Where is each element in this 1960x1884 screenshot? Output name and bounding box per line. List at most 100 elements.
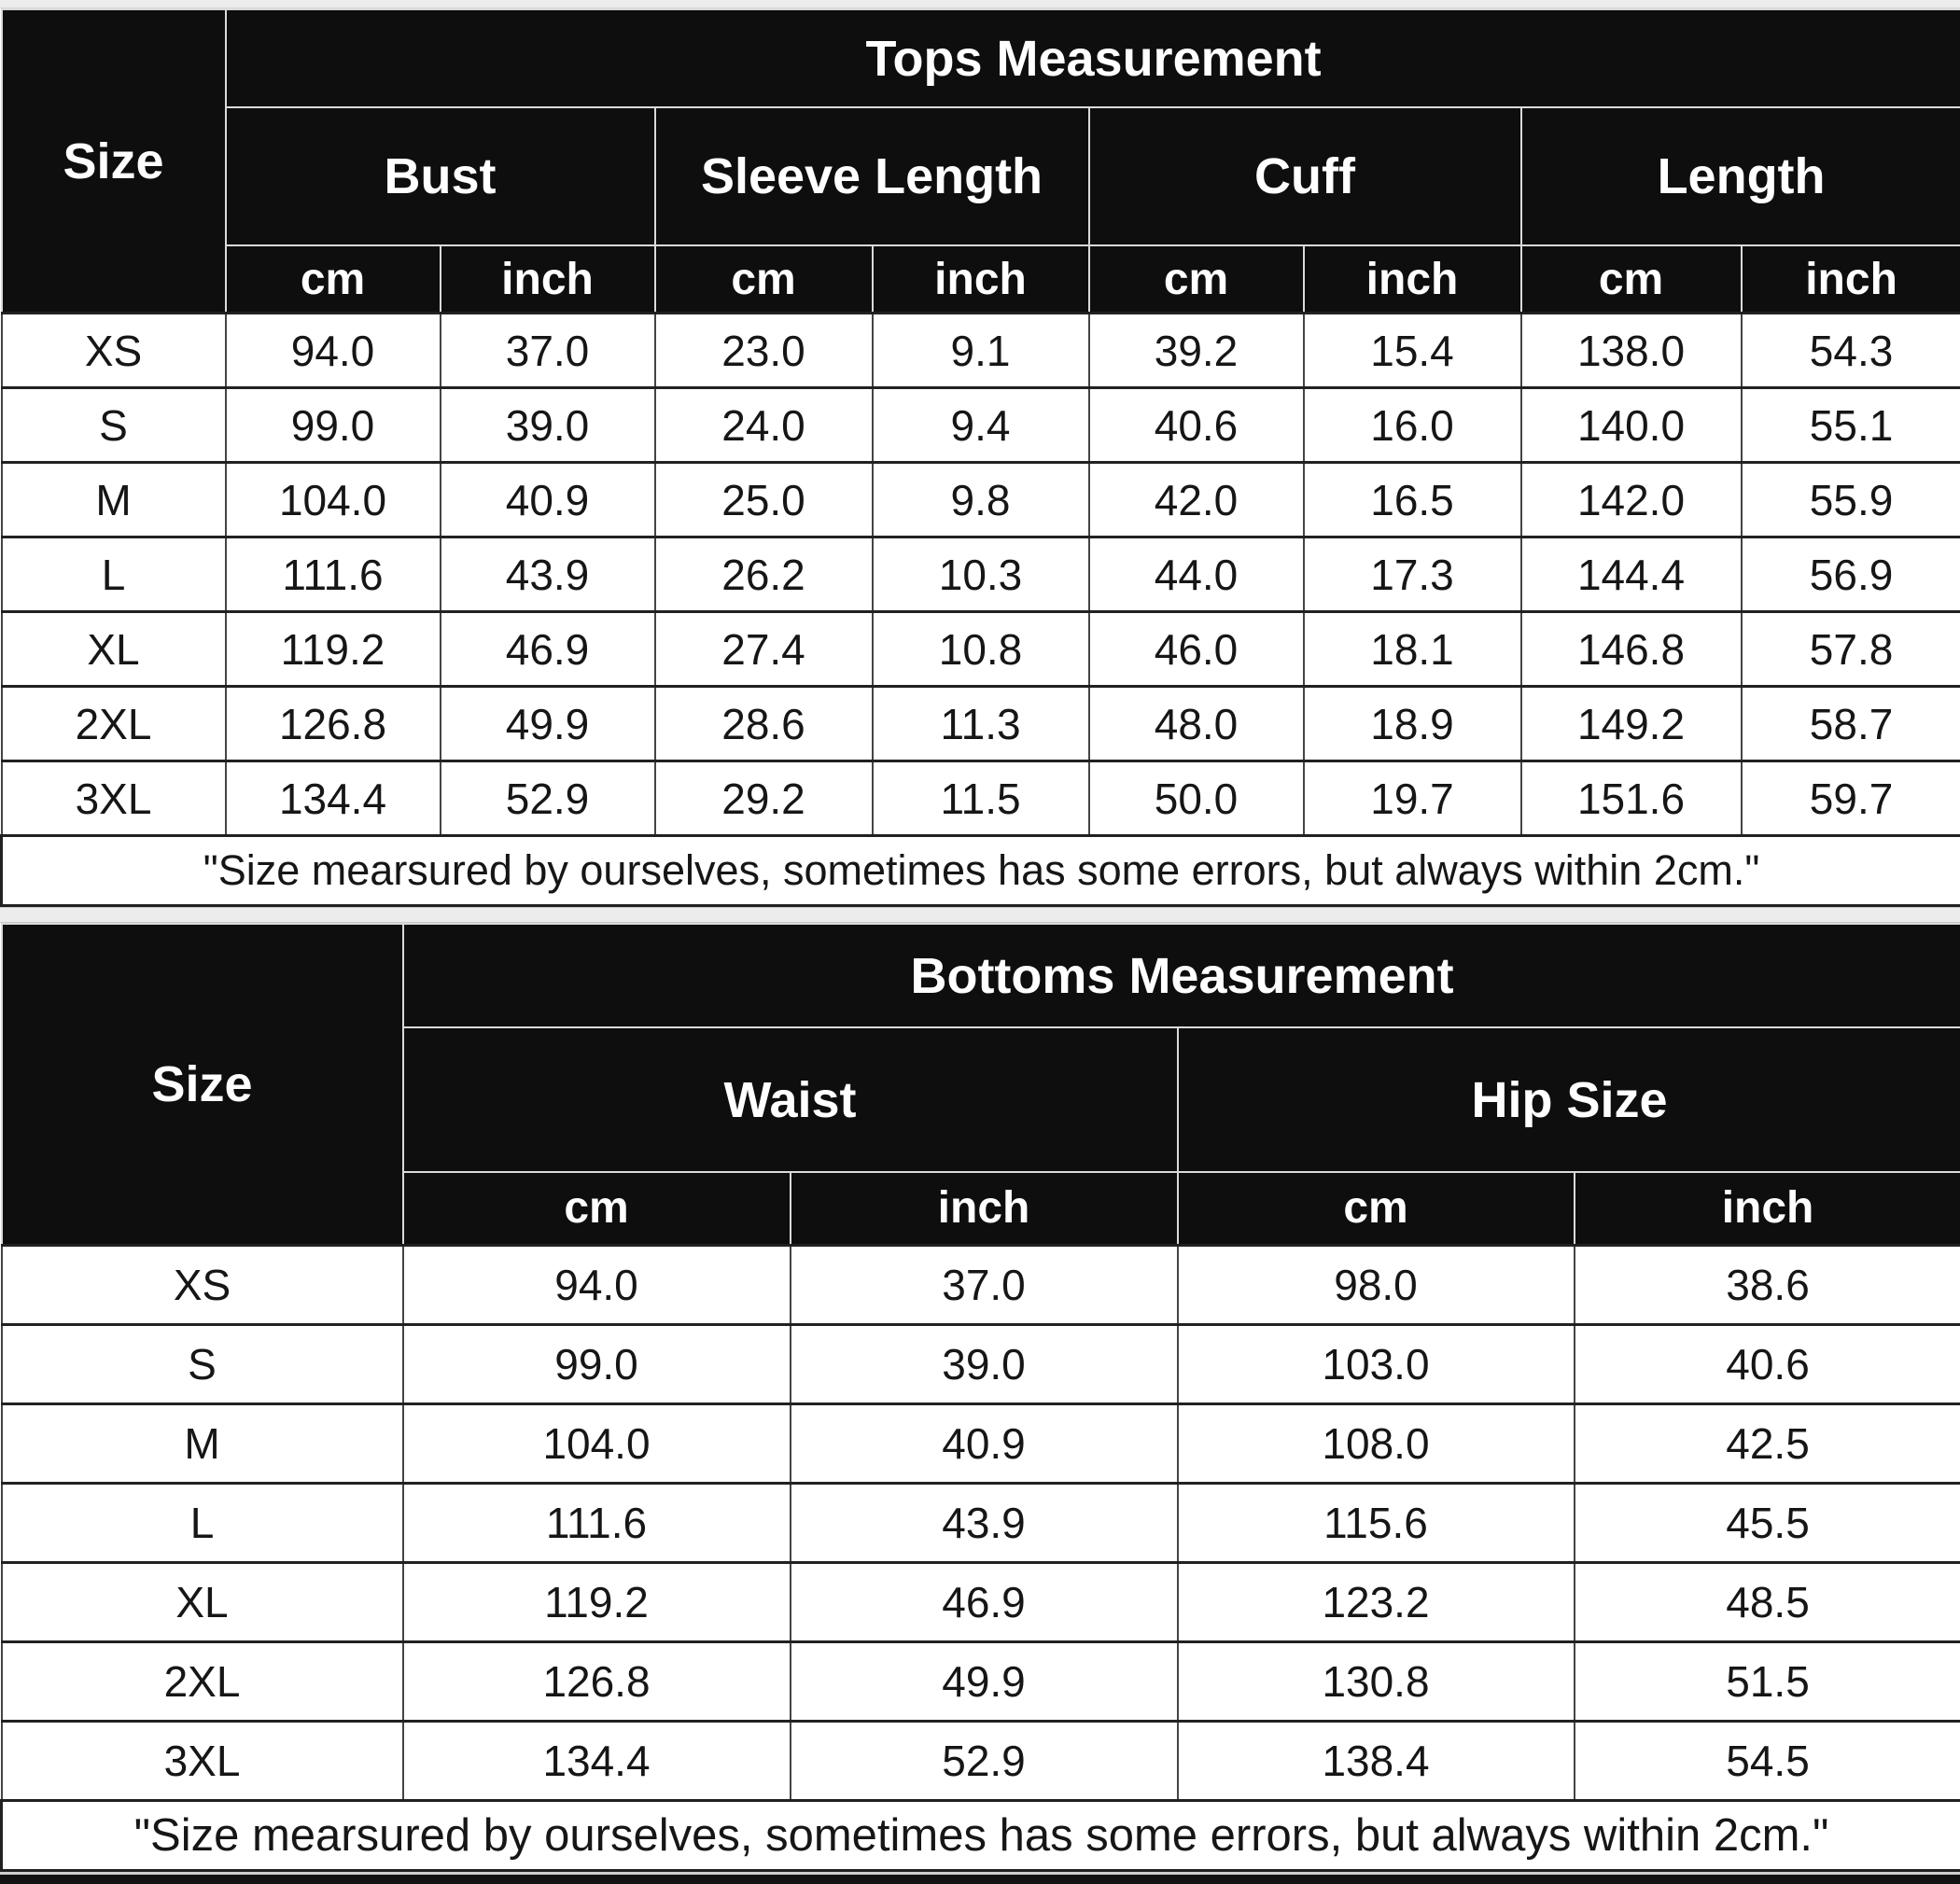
measurement-value-cell: 130.8 [1176,1640,1575,1723]
size-value-cell: L [0,536,227,613]
bottoms-table-body: XS 94.0 37.0 98.0 38.6 S 99.0 39.0 103.0 40.6 M 104… [0,1243,1960,1802]
sleeve-length-header-cell: Sleeve Length [653,106,1090,246]
measurement-value-cell: 40.9 [789,1402,1179,1485]
tops-title-cell: Tops Measurement [224,8,1960,108]
measurement-value-cell: 23.0 [653,312,874,389]
bottoms-title-cell: Bottoms Measurement [401,923,1960,1028]
measurement-value-cell: 52.9 [789,1719,1179,1802]
unit-cell-inch: inch [1573,1171,1960,1246]
measurement-value-cell: 16.5 [1302,461,1522,538]
measurement-value-cell: 40.6 [1087,386,1305,464]
measurement-value-cell: 15.4 [1302,312,1522,389]
measurement-value-cell: 39.2 [1087,312,1305,389]
measurement-value-cell: 55.9 [1740,461,1960,538]
measurement-value-cell: 42.5 [1573,1402,1960,1485]
size-value-cell: XS [0,1243,404,1326]
unit-cell-cm: cm [1176,1171,1575,1246]
measurement-value-cell: 149.2 [1519,685,1743,762]
measurement-value-cell: 46.9 [439,610,656,688]
table-row: 3XL 134.4 52.9 138.4 54.5 [0,1719,1960,1802]
measurement-value-cell: 29.2 [653,760,874,837]
table-row: 2XL 126.8 49.9 130.8 51.5 [0,1640,1960,1723]
measurement-value-cell: 48.0 [1087,685,1305,762]
size-value-cell: L [0,1481,404,1564]
size-value-cell: 2XL [0,1640,404,1723]
measurement-value-cell: 49.9 [439,685,656,762]
measurement-value-cell: 94.0 [401,1243,791,1326]
measurement-value-cell: 104.0 [401,1402,791,1485]
size-value-cell: XL [0,1560,404,1643]
unit-cell-inch: inch [439,244,656,314]
tops-size-header-cell: Size [0,8,227,314]
unit-cell-cm: cm [653,244,874,314]
measurement-value-cell: 48.5 [1573,1560,1960,1643]
measurement-value-cell: 99.0 [401,1322,791,1405]
measurement-value-cell: 16.0 [1302,386,1522,464]
measurement-value-cell: 19.7 [1302,760,1522,837]
table-row: 2XL 126.8 49.9 28.6 11.3 48.0 18.9 149.2 58.7 [0,685,1960,762]
measurement-value-cell: 151.6 [1519,760,1743,837]
measurement-value-cell: 40.6 [1573,1322,1960,1405]
unit-cell-inch: inch [1740,244,1960,314]
measurement-value-cell: 59.7 [1740,760,1960,837]
measurement-value-cell: 43.9 [789,1481,1179,1564]
size-value-cell: M [0,1402,404,1485]
measurement-value-cell: 52.9 [439,760,656,837]
measurement-value-cell: 54.5 [1573,1719,1960,1802]
tops-table-body: XS 94.0 37.0 23.0 9.1 39.2 15.4 138.0 54.3 S 99.0 3… [0,312,1960,837]
measurement-value-cell: 38.6 [1573,1243,1960,1326]
bust-header-cell: Bust [224,106,656,246]
unit-cell-inch: inch [1302,244,1522,314]
size-value-cell: S [0,386,227,464]
measurement-value-cell: 50.0 [1087,760,1305,837]
measurement-value-cell: 39.0 [789,1322,1179,1405]
measurement-value-cell: 24.0 [653,386,874,464]
measurement-value-cell: 119.2 [401,1560,791,1643]
size-value-cell: M [0,461,227,538]
measurement-value-cell: 17.3 [1302,536,1522,613]
measurement-value-cell: 54.3 [1740,312,1960,389]
measurement-value-cell: 28.6 [653,685,874,762]
spreadsheet-grid-strip-bottom [0,1871,1960,1884]
bottoms-size-header-cell: Size [0,923,404,1246]
measurement-value-cell: 144.4 [1519,536,1743,613]
tops-note-cell: "Size mearsured by ourselves, sometimes … [0,834,1960,907]
size-value-cell: 3XL [0,1719,404,1802]
table-row: L 111.6 43.9 26.2 10.3 44.0 17.3 144.4 56.9 [0,536,1960,613]
measurement-value-cell: 56.9 [1740,536,1960,613]
measurement-value-cell: 123.2 [1176,1560,1575,1643]
measurement-value-cell: 115.6 [1176,1481,1575,1564]
cuff-header-cell: Cuff [1087,106,1522,246]
measurement-value-cell: 9.4 [871,386,1090,464]
measurement-value-cell: 111.6 [401,1481,791,1564]
measurement-value-cell: 119.2 [224,610,441,688]
tops-table-header: Size Tops Measurement Bust Sleeve Length… [0,8,1960,314]
unit-cell-inch: inch [789,1171,1179,1246]
unit-cell-cm: cm [224,244,441,314]
tops-unit-header-row: cm inch cm inch cm inch cm inch [2,244,1960,314]
measurement-value-cell: 42.0 [1087,461,1305,538]
table-row: XL 119.2 46.9 123.2 48.5 [0,1560,1960,1643]
measurement-value-cell: 44.0 [1087,536,1305,613]
measurement-value-cell: 142.0 [1519,461,1743,538]
measurement-value-cell: 134.4 [401,1719,791,1802]
measurement-value-cell: 25.0 [653,461,874,538]
size-value-cell: XS [0,312,227,389]
unit-cell-cm: cm [1519,244,1743,314]
bottoms-table-footer: "Size mearsured by ourselves, sometimes … [0,1798,1960,1872]
measurement-value-cell: 94.0 [224,312,441,389]
measurement-value-cell: 43.9 [439,536,656,613]
size-value-cell: XL [0,610,227,688]
measurement-value-cell: 111.6 [224,536,441,613]
measurement-value-cell: 146.8 [1519,610,1743,688]
measurement-value-cell: 58.7 [1740,685,1960,762]
bottoms-unit-header-row: cm inch cm inch [2,1171,1960,1246]
measurement-value-cell: 40.9 [439,461,656,538]
size-value-cell: 2XL [0,685,227,762]
measurement-value-cell: 108.0 [1176,1402,1575,1485]
measurement-value-cell: 140.0 [1519,386,1743,464]
measurement-value-cell: 9.8 [871,461,1090,538]
table-row: XS 94.0 37.0 98.0 38.6 [0,1243,1960,1326]
measurement-value-cell: 103.0 [1176,1322,1575,1405]
